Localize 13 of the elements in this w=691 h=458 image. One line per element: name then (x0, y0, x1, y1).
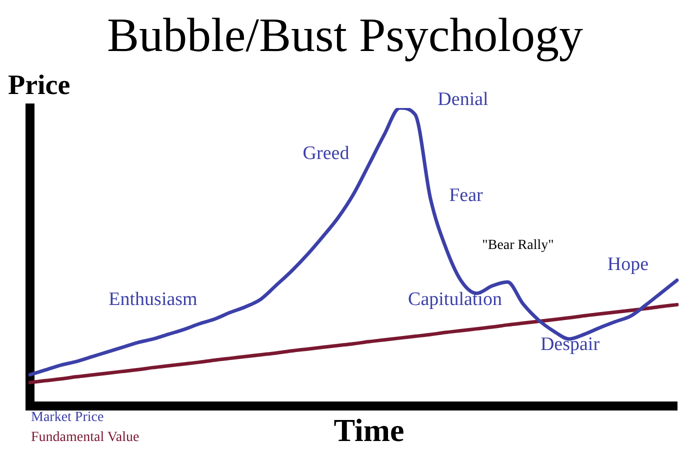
annotation: Despair (540, 334, 600, 356)
text: Market Price (31, 410, 104, 426)
text: Fundamental Value (31, 430, 140, 446)
x-axis-title: Time (334, 412, 404, 449)
annotation: Fear (449, 185, 483, 207)
chart-title: Bubble/Bust Psychology (106, 8, 584, 63)
annotation: "Bear Rally" (482, 238, 554, 254)
annotation: Capitulation (408, 289, 502, 311)
annotation: Hope (607, 254, 649, 276)
annotation: Denial (438, 89, 488, 111)
annotation: Greed (302, 143, 350, 165)
y-axis-title: Price (8, 70, 70, 102)
annotation: Enthusiasm (108, 289, 198, 311)
